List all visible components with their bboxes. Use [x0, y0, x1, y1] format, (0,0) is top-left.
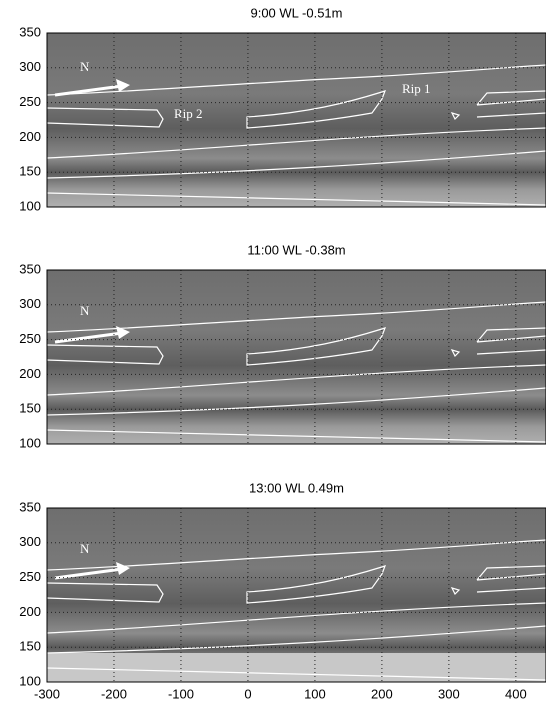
y-tick-label: 150	[19, 164, 41, 179]
x-tick-label: -100	[168, 686, 194, 701]
north-arrow-head	[116, 326, 130, 339]
x-tick-label: 200	[371, 686, 393, 701]
photo	[47, 270, 546, 444]
panel: N	[46, 269, 546, 445]
contour	[46, 127, 546, 159]
north-arrow-head	[116, 79, 130, 92]
contour	[476, 565, 546, 593]
contour	[246, 90, 386, 129]
panel: N Rip 2 Rip 1	[46, 32, 546, 208]
contour	[46, 64, 546, 96]
contour	[46, 429, 546, 443]
beach	[47, 653, 546, 682]
x-tick-label: 300	[438, 686, 460, 701]
contour	[46, 387, 546, 416]
photo	[47, 33, 546, 207]
contour	[246, 565, 386, 604]
y-tick-label: 300	[19, 296, 41, 311]
panel-title: 9:00 WL -0.51m	[250, 5, 342, 20]
contour	[46, 107, 164, 128]
contour	[476, 90, 546, 118]
y-tick-label: 250	[19, 569, 41, 584]
annotation: Rip 2	[174, 106, 203, 121]
y-tick-label: 200	[19, 366, 41, 381]
contour	[46, 364, 546, 396]
north-arrow	[54, 84, 123, 97]
y-tick-label: 100	[19, 435, 41, 450]
contour	[46, 192, 546, 206]
x-tick-label: -200	[101, 686, 127, 701]
y-tick-label: 100	[19, 673, 41, 688]
y-tick-label: 250	[19, 331, 41, 346]
contour	[246, 327, 386, 366]
annotation: N	[80, 59, 90, 74]
contour	[46, 150, 546, 179]
plot-frame	[46, 269, 546, 445]
y-tick-label: 200	[19, 604, 41, 619]
north-arrow	[54, 331, 123, 344]
y-tick-label: 100	[19, 198, 41, 213]
y-tick-label: 350	[19, 24, 41, 39]
contour	[46, 539, 546, 571]
contour	[46, 667, 546, 681]
y-tick-label: 350	[19, 499, 41, 514]
y-tick-label: 300	[19, 59, 41, 74]
y-tick-label: 200	[19, 129, 41, 144]
contour	[46, 625, 546, 654]
contour	[450, 112, 461, 121]
panel-title: 11:00 WL -0.38m	[247, 242, 345, 257]
y-tick-label: 150	[19, 639, 41, 654]
contour	[450, 349, 461, 358]
x-tick-label: 400	[505, 686, 527, 701]
contour	[46, 344, 164, 365]
contour	[46, 301, 546, 333]
north-arrow-head	[116, 562, 130, 575]
contour	[46, 582, 164, 603]
y-tick-label: 300	[19, 534, 41, 549]
y-tick-label: 350	[19, 261, 41, 276]
y-tick-label: 250	[19, 94, 41, 109]
plot-frame	[46, 32, 546, 208]
x-tick-label: -300	[34, 686, 60, 701]
panel: N	[46, 507, 546, 683]
x-tick-label: 100	[304, 686, 326, 701]
contour	[476, 327, 546, 355]
panel-title: 13:00 WL 0.49m	[249, 480, 344, 495]
y-tick-label: 150	[19, 401, 41, 416]
x-tick-label: 0	[244, 686, 251, 701]
contour	[46, 602, 546, 634]
annotation: N	[80, 303, 90, 318]
contour	[450, 587, 461, 596]
plot-frame	[46, 507, 546, 683]
annotation: Rip 1	[402, 81, 431, 96]
north-arrow	[54, 567, 123, 580]
annotation: N	[80, 541, 90, 556]
